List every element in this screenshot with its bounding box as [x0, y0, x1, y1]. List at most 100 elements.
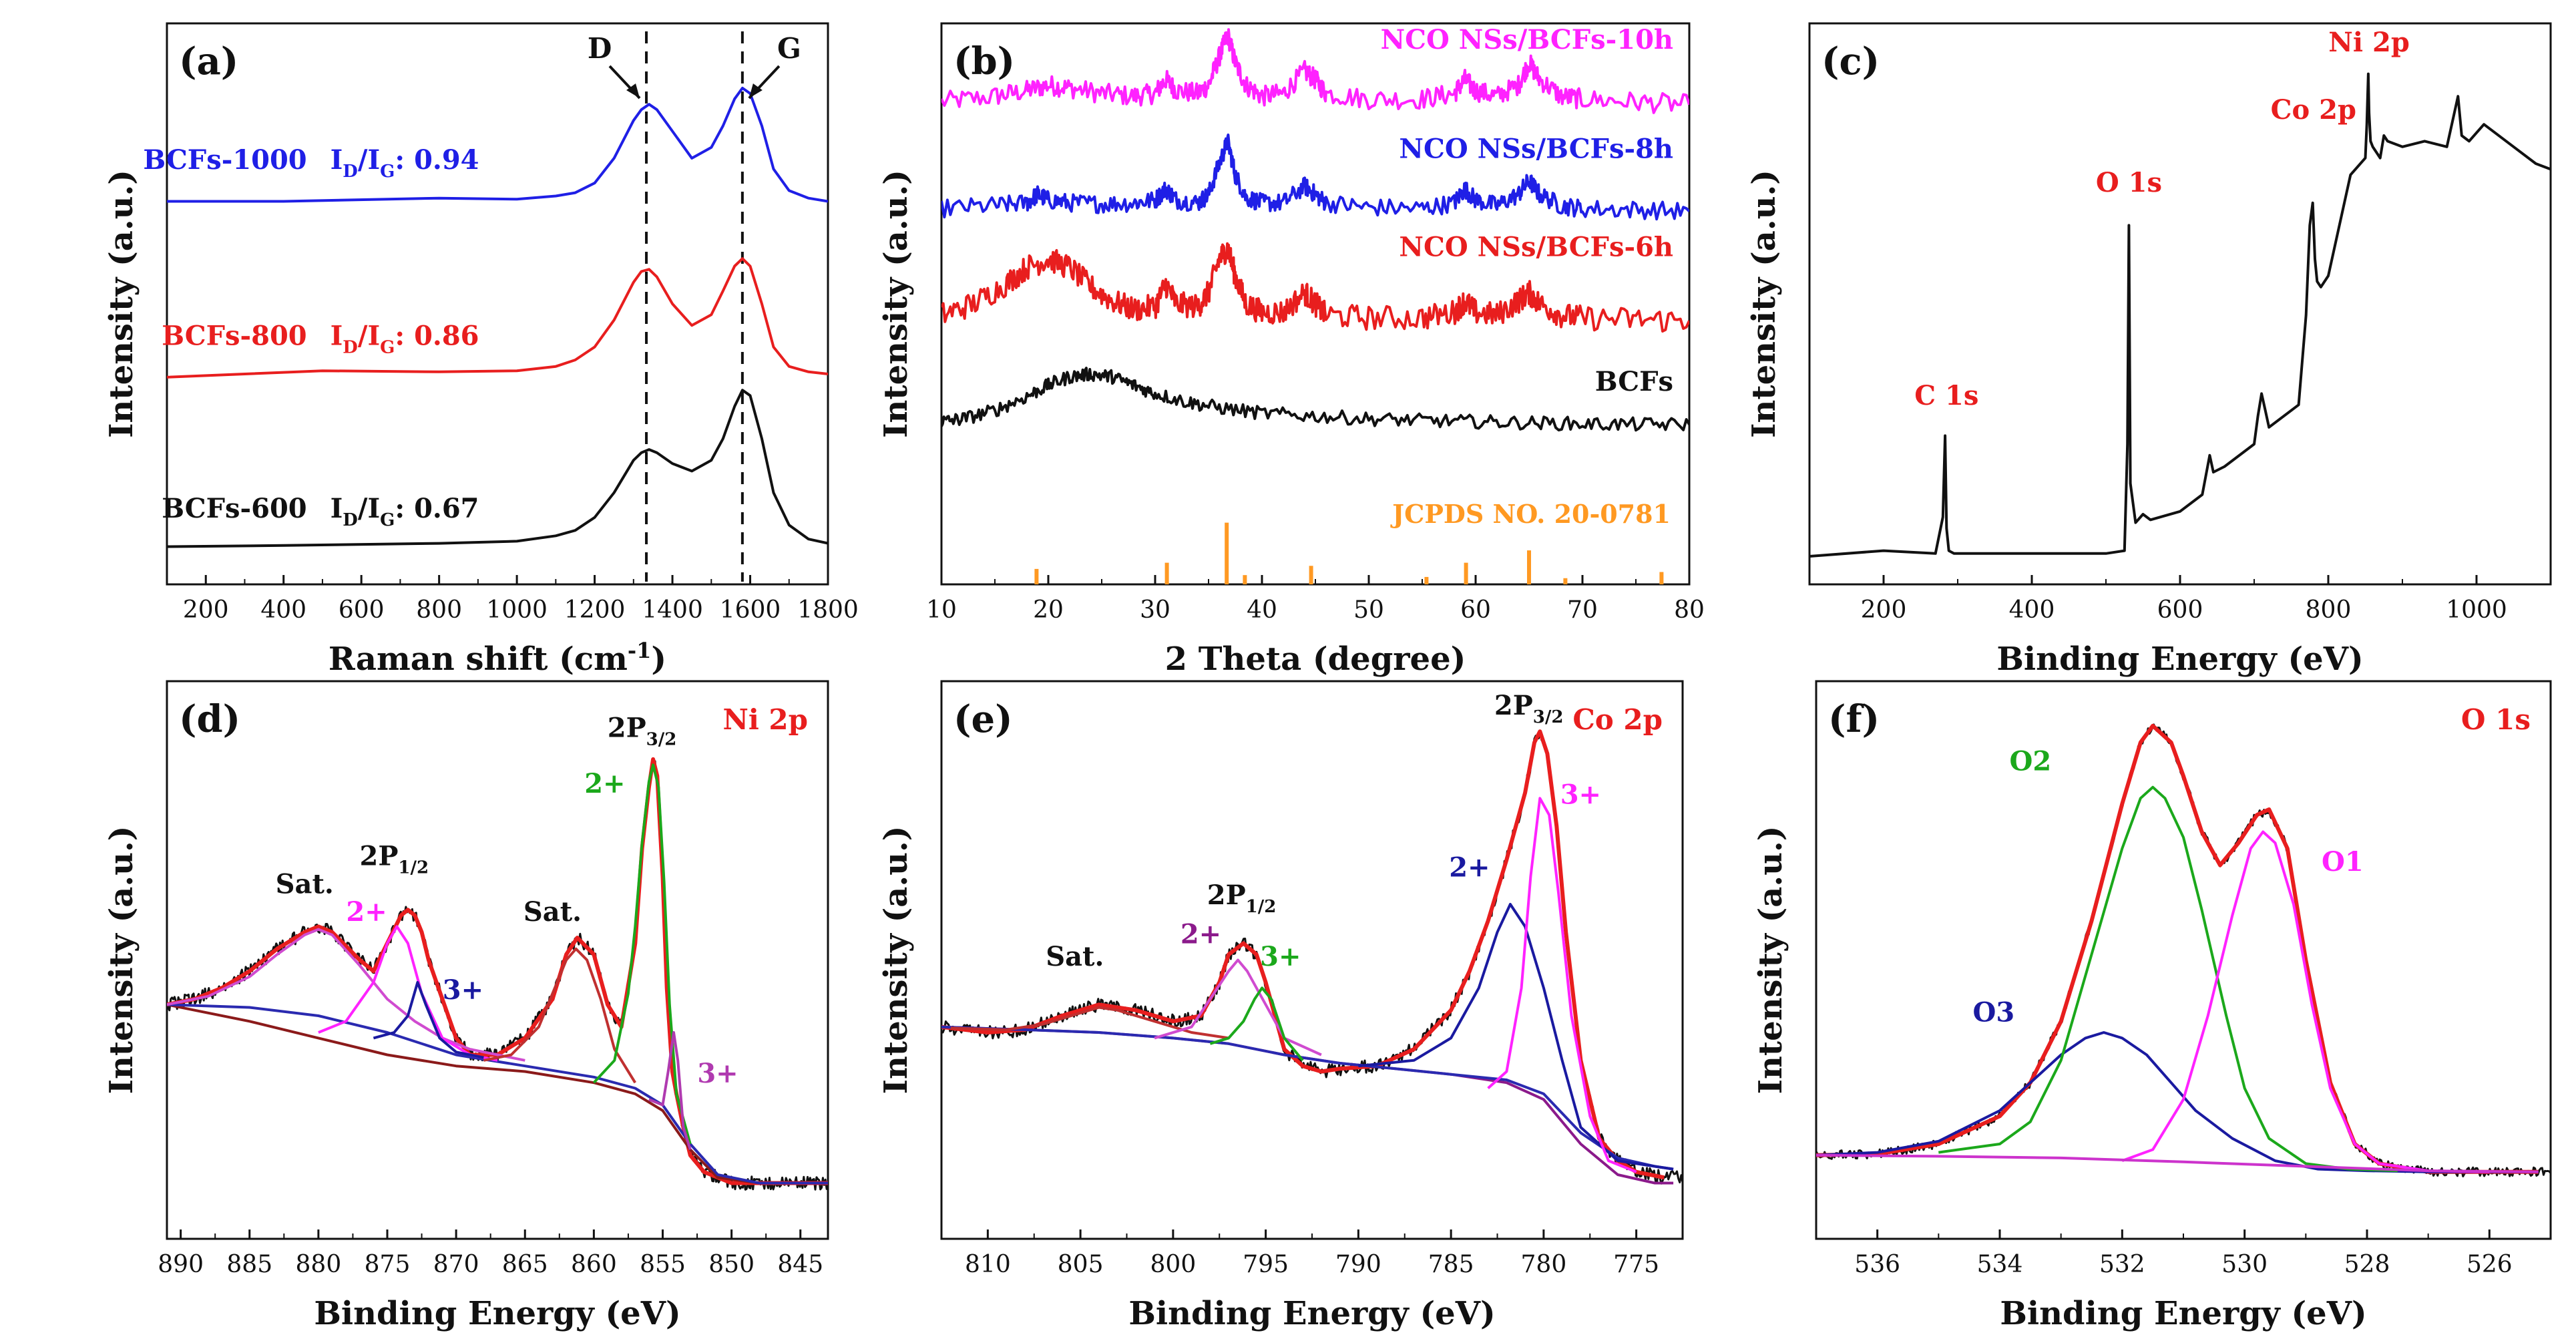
x-tick-label: 200	[1861, 596, 1907, 624]
x-tick-label: 875	[365, 1251, 411, 1278]
series-line-nco-nss-bcfs-8h	[941, 133, 1689, 221]
ratio-sub-d: D	[343, 162, 358, 182]
plot-area	[1816, 723, 2551, 1177]
x-tick-label: 60	[1460, 596, 1491, 624]
annotation-label: 2P1/2	[360, 841, 429, 878]
x-tick-label: 50	[1353, 596, 1384, 624]
annotation-label: 2+	[1449, 851, 1490, 883]
panel-e: 810 805 800 795 790 785 780 775 Binding Energy (…	[877, 680, 1684, 1332]
series-label: BCFs-1000	[143, 144, 306, 176]
series-label: BCFs-600	[162, 493, 306, 524]
annotation-text: O2	[2009, 746, 2051, 777]
plot-area	[941, 729, 1683, 1185]
reference-label: JCPDS NO. 20-0781	[1390, 499, 1671, 529]
peak-label: G	[777, 32, 801, 65]
x-tick-label: 1400	[642, 596, 703, 624]
x-axis-label: Binding Energy (eV)	[314, 1295, 680, 1332]
x-tick-label: 1800	[797, 596, 859, 624]
annotation-text: 2+	[1449, 851, 1490, 883]
annotation-subscript: 1/2	[398, 858, 429, 878]
x-axis-label: Binding Energy (eV)	[1996, 640, 2363, 678]
series-line-nco-nss-bcfs-10h	[941, 28, 1689, 114]
plot-area	[167, 757, 828, 1191]
x-axis-label: Raman shift (cm-1)	[329, 638, 666, 678]
x-tick-label: 800	[416, 596, 462, 624]
x-tick-label: 845	[777, 1251, 823, 1278]
series-line-o1	[2121, 830, 2490, 1173]
ratio-sub-d: D	[343, 510, 358, 530]
x-tick-label: 790	[1335, 1251, 1381, 1278]
annotation-text: 2P	[608, 713, 646, 744]
annotation-text: Sat.	[1046, 941, 1104, 972]
panel-label: (f)	[1828, 697, 1880, 741]
ratio-value: 0.86	[414, 320, 479, 351]
x-tick-label: 534	[1977, 1251, 2023, 1278]
annotation-text: Sat.	[276, 868, 334, 900]
intensity-ratio-label: ID/IG: 0.94	[331, 144, 479, 182]
x-tick-label: 80	[1674, 596, 1705, 624]
x-tick-label: 850	[708, 1251, 755, 1278]
series-line-2p1-2-3-	[373, 980, 484, 1059]
ratio-sub-g: G	[380, 337, 395, 357]
ratio-colon: :	[395, 320, 414, 351]
y-axis-label: Intensity (a.u.)	[103, 826, 140, 1095]
x-axis-label-sup: -1	[628, 638, 652, 663]
annotation-text: O1	[2322, 846, 2364, 878]
x-tick-label: 1600	[720, 596, 781, 624]
plot-area	[167, 31, 828, 582]
series-line-2p1-2-3-	[1209, 986, 1304, 1062]
annotation-subscript: 3/2	[1533, 707, 1564, 727]
x-tick-label: 20	[1033, 596, 1064, 624]
x-tick-label: 780	[1521, 1251, 1567, 1278]
series-line-2p3-2-3-	[648, 1031, 692, 1150]
corner-label: Co 2p	[1572, 703, 1663, 736]
annotation-label: 3+	[1560, 779, 1601, 811]
series-line-2p1-2-2-	[318, 925, 498, 1062]
annotation-label: 2+	[346, 896, 387, 928]
peak-arrowhead	[626, 83, 640, 98]
x-tick-label: 528	[2344, 1251, 2390, 1278]
x-tick-label: 600	[339, 596, 385, 624]
series-line-fit	[941, 729, 1665, 1180]
peak-label: D	[588, 32, 612, 65]
series-line-sat-	[950, 1006, 1229, 1040]
annotation-text: 2+	[346, 896, 387, 928]
peak-arrowhead	[748, 83, 763, 98]
peak-label: O 1s	[2096, 167, 2162, 198]
ratio-colon: :	[395, 144, 414, 176]
series-line-2p1-2-2-	[1154, 958, 1322, 1057]
series-line-2p3-2-3-	[1487, 797, 1637, 1173]
y-axis-label: Intensity (a.u.)	[877, 826, 915, 1095]
panel-d: 890 885 880 875 870 865 860 855 850 845 Binding En…	[103, 680, 829, 1332]
ratio-slash: /I	[358, 144, 380, 176]
series-line-bcfs-800	[167, 257, 828, 379]
x-tick-label: 1000	[2446, 596, 2507, 624]
x-tick-label: 532	[2099, 1251, 2145, 1278]
annotation-label: 2P1/2	[1207, 880, 1277, 917]
annotation-subscript: 3/2	[646, 730, 677, 750]
annotation-label: 3+	[443, 974, 483, 1006]
series-label: NCO NSs/BCFs-6h	[1399, 232, 1673, 263]
panel-label: (b)	[953, 39, 1015, 83]
annotation-label: 2P3/2	[608, 713, 677, 750]
annotation-text: 2P	[1494, 690, 1533, 721]
y-axis-label: Intensity (a.u.)	[103, 170, 140, 438]
series-line-2p3-2-2-	[1358, 903, 1674, 1171]
peak-label: Ni 2p	[2328, 27, 2409, 58]
annotation-label: Sat.	[276, 868, 334, 900]
series-label: NCO NSs/BCFs-10h	[1381, 24, 1673, 55]
x-tick-label: 785	[1428, 1251, 1474, 1278]
series-line-bcfs	[941, 367, 1689, 432]
x-tick-label: 860	[571, 1251, 617, 1278]
y-axis-label: Intensity (a.u.)	[877, 170, 915, 438]
annotation-label: 3+	[697, 1058, 738, 1089]
ratio-i: I	[331, 320, 343, 351]
ratio-slash: /I	[358, 320, 380, 351]
intensity-ratio-label: ID/IG: 0.86	[331, 320, 479, 357]
x-axis-label-end: )	[651, 640, 666, 678]
annotation-text: Sat.	[523, 896, 582, 928]
x-tick-label: 800	[1150, 1251, 1197, 1278]
series-line-bcfs-600	[167, 389, 828, 548]
annotation-label: O3	[1972, 996, 2014, 1028]
